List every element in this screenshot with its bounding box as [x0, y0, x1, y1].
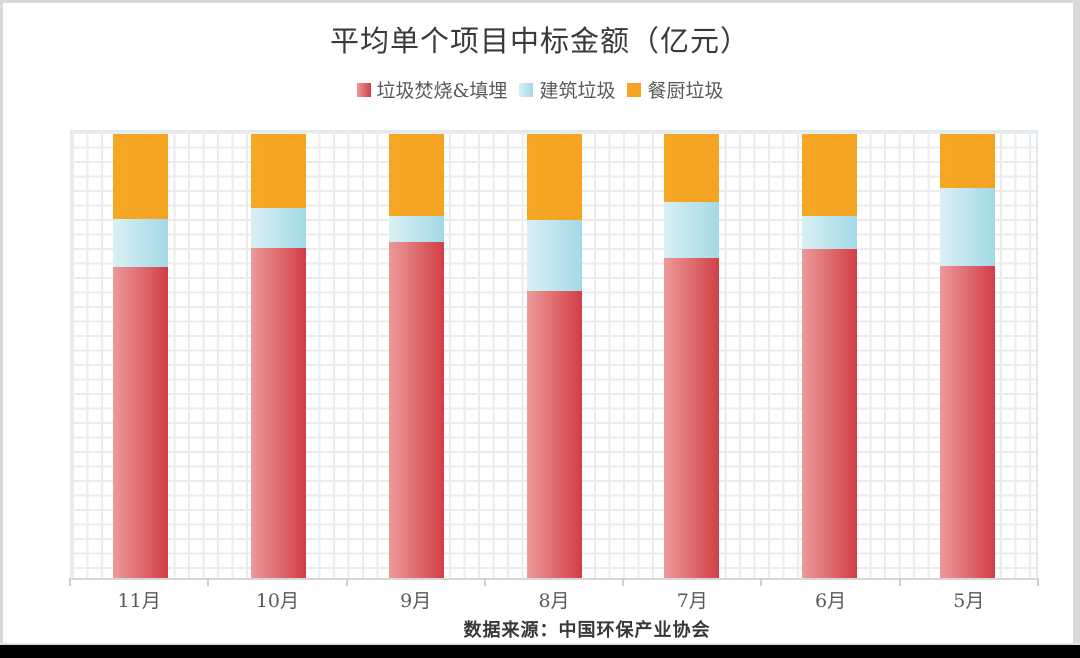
- category-cell-5月: [898, 132, 1036, 578]
- bar-segment-餐厨垃圾[interactable]: [388, 134, 444, 216]
- axis-tick: [622, 578, 625, 586]
- stacked-bar-10月[interactable]: [251, 134, 307, 578]
- category-cell-10月: [210, 132, 348, 578]
- bar-segment-垃圾焚烧&填埋[interactable]: [388, 241, 444, 578]
- bar-segment-餐厨垃圾[interactable]: [939, 134, 995, 188]
- bar-segment-垃圾焚烧&填埋[interactable]: [251, 247, 307, 578]
- category-cell-11月: [72, 132, 210, 578]
- x-axis-label: 11月: [117, 590, 161, 612]
- bar-segment-建筑垃圾[interactable]: [526, 219, 582, 291]
- x-axis-label: 8月: [538, 590, 570, 612]
- bar-segment-垃圾焚烧&填埋[interactable]: [526, 290, 582, 578]
- legend-item-0[interactable]: 垃圾焚烧&填埋: [356, 76, 508, 103]
- bars-row: [72, 132, 1036, 579]
- legend-item-1[interactable]: 建筑垃圾: [519, 76, 615, 103]
- x-axis-label: 6月: [815, 590, 847, 612]
- legend-swatch-icon: [519, 82, 534, 97]
- bottom-divider-line: [0, 643, 1080, 645]
- category-cell-9月: [347, 132, 485, 578]
- category-cell-7月: [623, 132, 761, 578]
- x-axis-labels: 11月 10月 9月 8月 7月 6月 5月: [70, 586, 1038, 612]
- bar-segment-餐厨垃圾[interactable]: [526, 134, 582, 220]
- bar-segment-餐厨垃圾[interactable]: [801, 134, 857, 216]
- bar-segment-建筑垃圾[interactable]: [801, 215, 857, 249]
- axis-tick: [760, 578, 763, 586]
- category-cell-8月: [485, 132, 623, 578]
- bar-segment-建筑垃圾[interactable]: [939, 187, 995, 266]
- legend-swatch-icon: [356, 82, 371, 97]
- stacked-bar-6月[interactable]: [801, 134, 857, 579]
- bar-segment-建筑垃圾[interactable]: [251, 207, 307, 248]
- x-axis-label: 7月: [676, 590, 708, 612]
- bar-segment-餐厨垃圾[interactable]: [113, 134, 169, 219]
- axis-tick: [345, 578, 348, 586]
- window-right-border: [1073, 0, 1080, 643]
- stacked-bar-5月[interactable]: [939, 134, 995, 578]
- bar-segment-建筑垃圾[interactable]: [113, 218, 169, 267]
- axis-tick: [483, 578, 486, 586]
- plot-area: [70, 130, 1038, 580]
- bar-segment-建筑垃圾[interactable]: [388, 215, 444, 242]
- legend-swatch-icon: [627, 82, 642, 97]
- stacked-bar-9月[interactable]: [388, 134, 444, 578]
- stacked-bar-11月[interactable]: [113, 134, 169, 578]
- axis-tick: [207, 578, 210, 586]
- chart-title: 平均单个项目中标金额（亿元）: [329, 24, 750, 58]
- bar-segment-垃圾焚烧&填埋[interactable]: [113, 266, 169, 578]
- bar-segment-垃圾焚烧&填埋[interactable]: [664, 257, 720, 578]
- axis-tick: [1037, 578, 1039, 586]
- window-left-border: [0, 0, 3, 645]
- x-axis-ticks: [69, 578, 1039, 587]
- axis-tick: [69, 578, 71, 586]
- x-axis-label: 9月: [400, 590, 432, 612]
- chart-legend: 垃圾焚烧&填埋 建筑垃圾 餐厨垃圾: [0, 76, 1080, 103]
- window-top-border: [0, 0, 1080, 3]
- axis-tick: [898, 578, 901, 586]
- legend-label: 餐厨垃圾: [647, 80, 724, 102]
- data-source-text: 数据来源：中国环保产业协会: [463, 620, 711, 641]
- data-source-note: 数据来源：中国环保产业协会: [0, 616, 1080, 642]
- bar-segment-餐厨垃圾[interactable]: [664, 134, 720, 202]
- bar-segment-垃圾焚烧&填埋[interactable]: [939, 265, 995, 578]
- stacked-bar-7月[interactable]: [664, 134, 720, 578]
- legend-item-2[interactable]: 餐厨垃圾: [627, 76, 723, 103]
- bottom-black-bar: [0, 645, 1080, 658]
- x-axis-label: 10月: [255, 590, 300, 612]
- x-axis-label: 5月: [953, 590, 985, 612]
- category-cell-6月: [761, 132, 899, 579]
- bar-segment-垃圾焚烧&填埋[interactable]: [801, 248, 857, 579]
- stacked-bar-8月[interactable]: [526, 134, 582, 578]
- bar-segment-建筑垃圾[interactable]: [664, 201, 720, 258]
- legend-label: 建筑垃圾: [539, 80, 616, 102]
- legend-label: 垃圾焚烧&填埋: [376, 80, 508, 102]
- bar-segment-餐厨垃圾[interactable]: [251, 134, 307, 208]
